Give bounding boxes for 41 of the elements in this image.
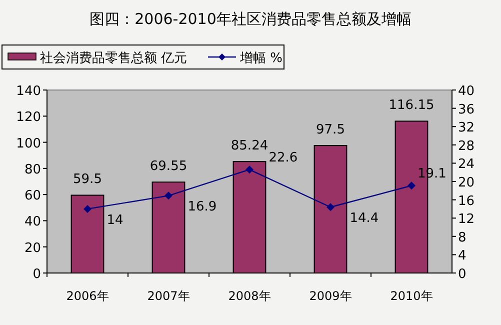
data-label: 85.24 bbox=[230, 138, 268, 154]
chart-title: 图四：2006-2010年社区消费品零售总额及增幅 bbox=[90, 10, 412, 28]
x-tick-label: 2009年 bbox=[309, 289, 352, 303]
point bbox=[326, 203, 334, 212]
data-label: 22.6 bbox=[268, 150, 298, 166]
y-tick-label: 20 bbox=[24, 240, 41, 256]
data-label: 97.5 bbox=[316, 122, 345, 138]
point bbox=[84, 204, 92, 213]
y2-tick-label: 16 bbox=[458, 194, 475, 209]
x-tick-label: 2010年 bbox=[390, 289, 433, 303]
y-tick-label: 0 bbox=[32, 267, 41, 282]
point bbox=[408, 182, 416, 190]
y2-tick-label: 40 bbox=[458, 84, 475, 99]
data-label: 14.4 bbox=[350, 211, 379, 226]
y-tick-label: 80 bbox=[24, 162, 41, 178]
legend-label: 增幅 % bbox=[239, 51, 282, 66]
y2-tick-label: 8 bbox=[458, 230, 466, 246]
data-label: 116.15 bbox=[388, 98, 434, 114]
y-tick-label: 120 bbox=[16, 110, 41, 126]
point bbox=[164, 192, 172, 200]
y2-tick-label: 12 bbox=[458, 212, 475, 228]
y-tick-label: 60 bbox=[24, 188, 41, 204]
y2-tick-label: 36 bbox=[458, 102, 475, 118]
y-tick-label: 40 bbox=[24, 214, 41, 230]
x-tick-label: 2007年 bbox=[147, 289, 190, 303]
data-label: 16.9 bbox=[188, 200, 217, 215]
y2-tick-label: 28 bbox=[458, 138, 475, 154]
y2-tick-label: 4 bbox=[458, 248, 466, 264]
y2-tick-label: 32 bbox=[458, 120, 475, 136]
y2-tick-label: 20 bbox=[458, 176, 475, 190]
y2-tick-label: 24 bbox=[458, 157, 475, 172]
x-tick-label: 2006年 bbox=[66, 289, 109, 303]
data-label: 59.5 bbox=[73, 172, 102, 188]
y2-tick-label: 0 bbox=[458, 267, 466, 282]
x-tick-label: 2008年 bbox=[228, 289, 271, 303]
y-tick-label: 140 bbox=[16, 84, 41, 99]
legend-label: 社会消费品零售总额 亿元 bbox=[40, 51, 188, 66]
data-label: 14 bbox=[106, 212, 124, 228]
point bbox=[246, 166, 254, 174]
y-tick-label: 100 bbox=[16, 136, 41, 152]
data-label: 69.55 bbox=[150, 159, 188, 174]
